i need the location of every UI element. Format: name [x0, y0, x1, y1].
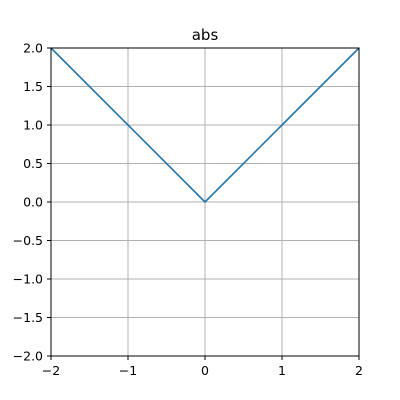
- x-tick-label: 2: [355, 363, 363, 378]
- y-tick-label: −2.0: [13, 349, 43, 364]
- x-axis: −2 −1 0 1 2: [42, 356, 363, 378]
- x-tick-label: −1: [119, 363, 137, 378]
- y-tick-label: 2.0: [23, 41, 43, 56]
- x-tick-label: 1: [278, 363, 286, 378]
- y-tick-label: 1.0: [23, 118, 43, 133]
- chart-title: abs: [192, 26, 219, 44]
- y-tick-label: 0.0: [23, 195, 43, 210]
- y-tick-label: −1.5: [13, 310, 43, 325]
- x-tick-label: −2: [42, 363, 60, 378]
- y-tick-label: −1.0: [13, 272, 43, 287]
- y-tick-label: 0.5: [23, 156, 43, 171]
- series-layer: [50, 47, 360, 203]
- x-tick-label: 0: [201, 363, 209, 378]
- y-axis: −2.0 −1.5 −1.0 −0.5 0.0 0.5 1.0 1.5 2.0: [13, 41, 51, 364]
- y-tick-label: −0.5: [13, 233, 43, 248]
- series-line-abs: [50, 47, 360, 203]
- y-tick-label: 1.5: [23, 79, 43, 94]
